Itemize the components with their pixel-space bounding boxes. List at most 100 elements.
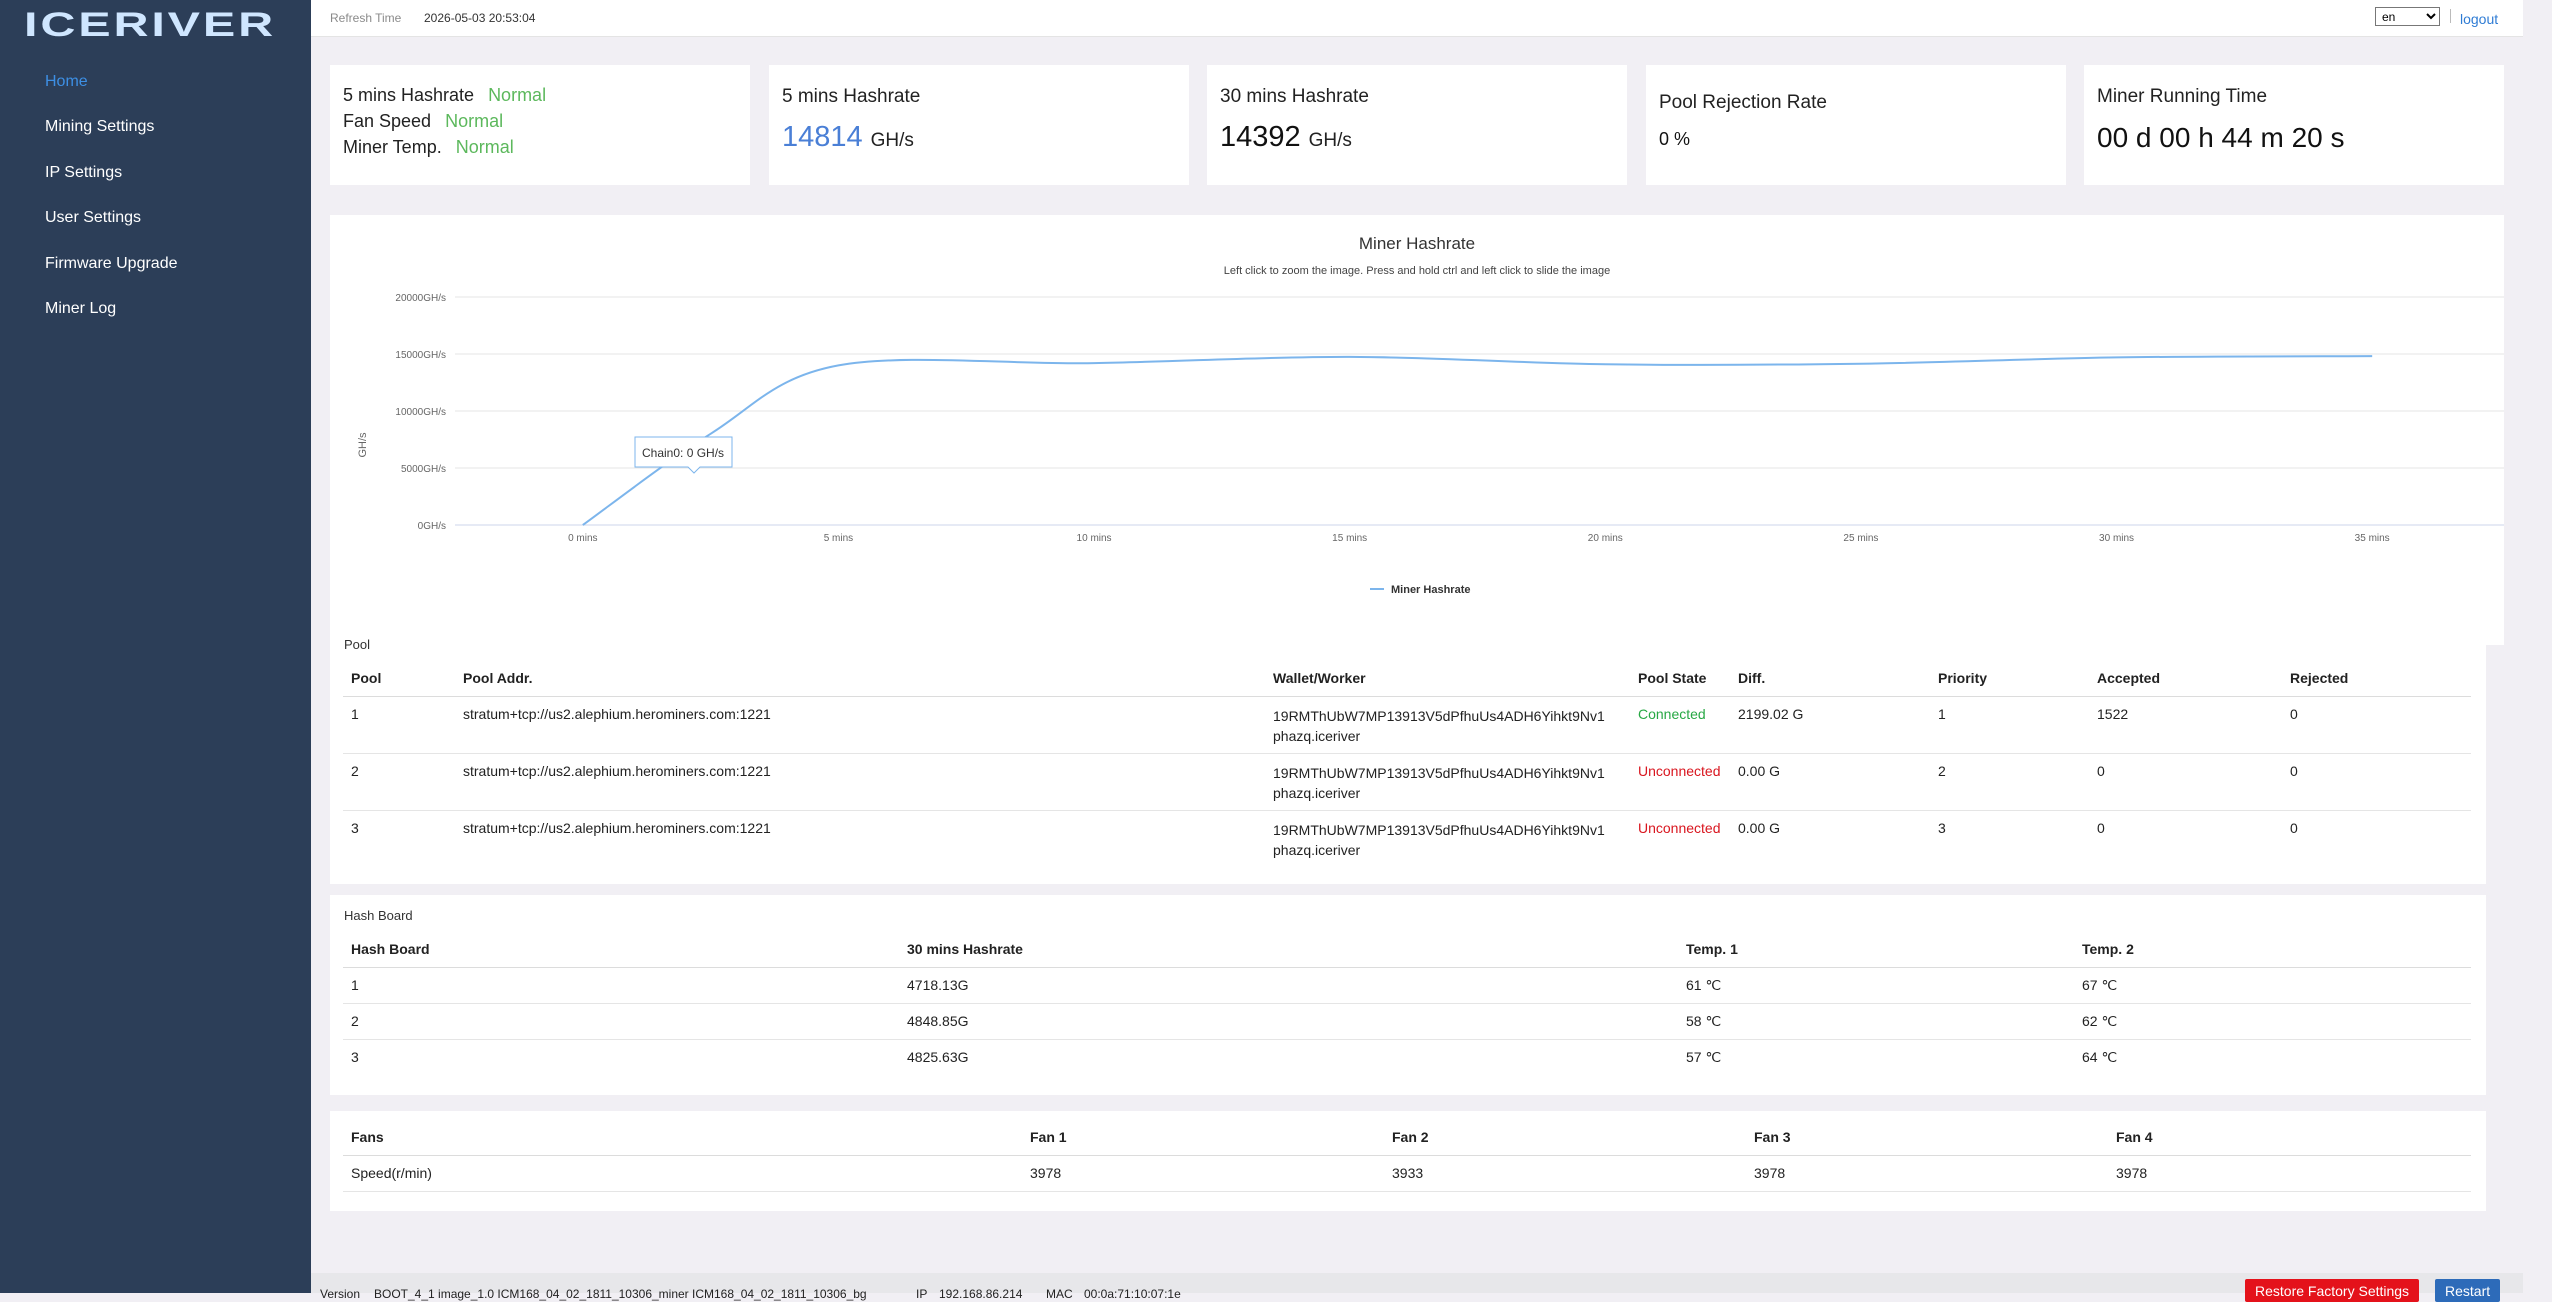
pool-priority: 3 — [1938, 819, 1946, 836]
stat-value-row: 14392 GH/s — [1220, 121, 1352, 154]
nav-miner-log[interactable]: Miner Log — [45, 300, 117, 317]
pool-state: Unconnected — [1638, 819, 1721, 836]
stat-title: 5 mins Hashrate — [782, 86, 921, 107]
nav-home[interactable]: Home — [45, 73, 88, 90]
chart-tooltip: Chain0: 0 GH/s — [634, 436, 733, 474]
stat-card-pool-rejection-rate: Pool Rejection Rate 0 % — [1646, 65, 2066, 185]
chart-grid — [455, 296, 2504, 526]
y-tick-label: 5000GH/s — [401, 464, 446, 475]
stat-value: 14814 — [782, 121, 863, 153]
stat-unit: GH/s — [1308, 130, 1352, 151]
pool-accepted: 0 — [2097, 819, 2105, 836]
board-number: 2 — [343, 1003, 899, 1040]
logout-link[interactable]: logout — [2460, 11, 2499, 27]
fan1-speed: 3978 — [1022, 1155, 1384, 1192]
stat-card-5min-hashrate: 5 mins Hashrate 14814 GH/s — [769, 65, 1189, 185]
col-header: Diff. — [1730, 660, 1930, 697]
refresh-time-value: 2026-05-03 20:53:04 — [424, 11, 536, 25]
col-header: Temp. 2 — [2074, 931, 2471, 968]
restore-factory-settings-button[interactable]: Restore Factory Settings — [2245, 1279, 2420, 1302]
pool-diff: 2199.02 G — [1730, 696, 1930, 754]
stat-card-30min-hashrate: 30 mins Hashrate 14392 GH/s — [1207, 65, 1627, 185]
x-tick-label: 0 mins — [568, 533, 597, 544]
chart-points — [581, 354, 2374, 527]
pool-accepted: 0 — [2089, 753, 2282, 811]
fans-table: Fans Fan 1 Fan 2 Fan 3 Fan 4 Speed(r/min… — [343, 1111, 2471, 1192]
fans-card: Fans Fan 1 Fan 2 Fan 3 Fan 4 Speed(r/min… — [330, 1111, 2486, 1211]
pool-address: stratum+tcp://us2.alephium.herominers.co… — [455, 696, 1265, 754]
pool-card: Pool Pool Pool Addr. Wallet/Worker Pool … — [330, 624, 2486, 884]
board-temp1: 61 ℃ — [1678, 967, 2074, 1004]
legend-label[interactable]: Miner Hashrate — [1391, 584, 1470, 596]
pool-wallet-worker: 19RMThUbW7MP13913V5dPfhuUs4ADH6Yihkt9Nv1… — [1265, 696, 1630, 754]
x-tick-label: 30 mins — [2099, 533, 2134, 544]
x-tick-label: 20 mins — [1588, 533, 1623, 544]
status-card: 5 mins Hashrate Normal Fan Speed Normal Mi… — [330, 65, 750, 185]
worker: phazq.iceriver — [1273, 784, 1361, 801]
iceriver-logo: ICERIVER — [24, 6, 274, 42]
col-header: Rejected — [2282, 660, 2471, 697]
status-row-miner-temp: Miner Temp. Normal — [343, 137, 514, 158]
nav-ip-settings[interactable]: IP Settings — [45, 164, 123, 181]
chart-legend[interactable]: Miner Hashrate — [1370, 584, 1470, 596]
refresh-time-label: Refresh Time — [330, 11, 402, 25]
board-temp2: 67 ℃ — [2074, 967, 2471, 1004]
pool-number: 2 — [343, 753, 455, 811]
col-header: Fan 4 — [2108, 1111, 2471, 1156]
tooltip-text: Chain0: 0 GH/s — [642, 446, 724, 460]
main-content: 5 mins Hashrate Normal Fan Speed Normal Mi… — [311, 37, 2523, 1273]
nav-mining-settings[interactable]: Mining Settings — [45, 118, 155, 135]
wallet: 19RMThUbW7MP13913V5dPfhuUs4ADH6Yihkt9Nv1 — [1273, 707, 1605, 724]
stat-value-row: 14814 GH/s — [782, 121, 914, 154]
status-label: Miner Temp. — [343, 137, 442, 157]
stat-title: 30 mins Hashrate — [1220, 86, 1369, 107]
nav-user-settings[interactable]: User Settings — [45, 209, 142, 226]
pool-priority: 1 — [1930, 696, 2089, 754]
restart-button[interactable]: Restart — [2435, 1279, 2501, 1302]
nav-firmware-upgrade[interactable]: Firmware Upgrade — [45, 255, 178, 272]
hash-board-card: Hash Board Hash Board 30 mins Hashrate T… — [330, 895, 2486, 1095]
col-header: Wallet/Worker — [1265, 660, 1630, 697]
pool-rejected: 0 — [2290, 819, 2298, 836]
board-hashrate: 4718.13G — [899, 967, 1678, 1004]
fan3-speed: 3978 — [1746, 1155, 2108, 1192]
fan4-speed: 3978 — [2108, 1155, 2471, 1192]
col-header: Fan 3 — [1746, 1111, 2108, 1156]
table-row: 3 stratum+tcp://us2.alephium.herominers.… — [343, 810, 2471, 867]
hashrate-chart[interactable]: Miner Hashrate Left click to zoom the im… — [330, 215, 2504, 645]
col-header: Accepted — [2089, 660, 2282, 697]
col-header: Fans — [343, 1111, 1022, 1156]
status-label: Fan Speed — [343, 111, 432, 131]
stat-title: Pool Rejection Rate — [1659, 92, 1827, 113]
col-header: Fan 2 — [1384, 1111, 1746, 1156]
hash-board-table: Hash Board 30 mins Hashrate Temp. 1 Temp… — [343, 931, 2471, 1075]
table-row: 1 4718.13G 61 ℃ 67 ℃ — [343, 967, 2471, 1004]
y-tick-label: 0GH/s — [418, 521, 446, 532]
top-bar: Refresh Time 2026-05-03 20:53:04 en logo… — [311, 0, 2523, 37]
col-header: Hash Board — [343, 931, 899, 968]
pool-number: 3 — [351, 819, 359, 836]
pool-wallet-worker: 19RMThUbW7MP13913V5dPfhuUs4ADH6Yihkt9Nv1… — [1265, 753, 1630, 811]
status-label: 5 mins Hashrate — [343, 85, 475, 105]
x-tick-label: 10 mins — [1077, 533, 1112, 544]
y-tick-label: 10000GH/s — [395, 407, 446, 418]
hash-board-section-title: Hash Board — [344, 908, 413, 923]
fan-speed-label: Speed(r/min) — [343, 1155, 1022, 1192]
board-hashrate: 4825.63G — [907, 1049, 969, 1066]
stat-card-miner-running-time: Miner Running Time 00 d 00 h 44 m 20 s — [2084, 65, 2504, 185]
chart-subtitle: Left click to zoom the image. Press and … — [1224, 265, 1610, 277]
board-number: 1 — [343, 967, 899, 1004]
pool-number: 1 — [343, 696, 455, 754]
chart-x-ticks: 0 mins 5 mins 10 mins 15 mins 20 mins 25 mins… — [568, 533, 2390, 544]
pool-accepted: 1522 — [2089, 696, 2282, 754]
col-header: Pool State — [1630, 660, 1730, 697]
status-row-fan-speed: Fan Speed Normal — [343, 111, 503, 132]
stat-value: 0 % — [1659, 129, 1691, 149]
language-select[interactable]: en — [2375, 7, 2440, 26]
y-tick-label: 20000GH/s — [395, 293, 446, 304]
table-row: 2 stratum+tcp://us2.alephium.herominers.… — [343, 753, 2471, 811]
status-row-hashrate: 5 mins Hashrate Normal — [343, 85, 546, 106]
wallet: 19RMThUbW7MP13913V5dPfhuUs4ADH6Yihkt9Nv1 — [1273, 821, 1605, 838]
col-header: Priority — [1930, 660, 2089, 697]
table-row: 3 4825.63G 57 ℃ 64 ℃ — [343, 1039, 2471, 1075]
